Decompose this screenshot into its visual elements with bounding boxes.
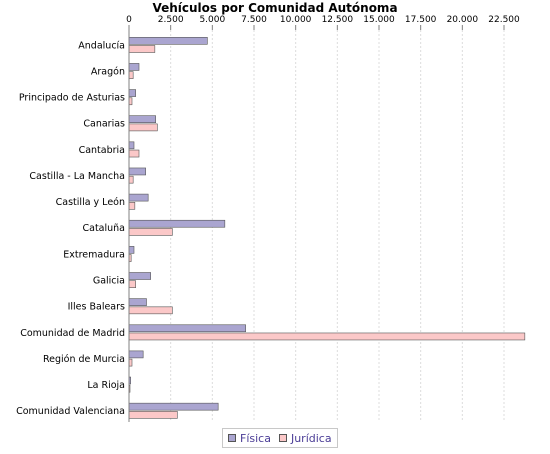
x-tick-label: 22.500 xyxy=(488,15,520,25)
category-label: Galicia xyxy=(93,276,125,287)
legend-swatch-fisica xyxy=(228,434,236,442)
x-axis-ticks: 0 2.500 5.000 7.500 10.000 12.500 15.000 17.500… xyxy=(126,15,520,30)
bar-fisica xyxy=(128,63,140,71)
bar-juridica xyxy=(128,411,178,419)
x-tick-label: 12.500 xyxy=(322,15,354,25)
bar-juridica xyxy=(128,71,134,79)
bar-juridica xyxy=(128,228,173,236)
bar-fisica xyxy=(128,141,135,150)
x-tick-label: 5.000 xyxy=(199,15,225,25)
x-tick-label: 7.500 xyxy=(241,15,267,25)
bar-fisica xyxy=(128,36,208,45)
bar-juridica xyxy=(128,175,134,184)
category-label: Castilla y León xyxy=(56,197,125,208)
chart-title: Vehículos por Comunidad Autónoma xyxy=(152,1,397,15)
bar-fisica xyxy=(128,167,146,176)
category-label: Comunidad de Madrid xyxy=(20,328,125,339)
x-tick-label: 10.000 xyxy=(280,15,312,25)
category-label: Principado de Asturias xyxy=(19,93,125,104)
category-label: Cantabria xyxy=(79,145,125,156)
legend-label-fisica: Física xyxy=(240,431,271,445)
bar-fisica xyxy=(128,350,144,359)
bar-fisica xyxy=(128,324,246,333)
bar-fisica xyxy=(128,193,149,202)
category-label: Illes Balears xyxy=(68,302,125,313)
bar-juridica xyxy=(128,202,136,210)
bar-fisica xyxy=(128,115,156,123)
x-tick-label: 17.500 xyxy=(405,15,437,25)
bar-fisica xyxy=(128,402,219,411)
category-label: Cataluña xyxy=(82,223,125,234)
category-label: Canarias xyxy=(83,119,125,130)
bars xyxy=(128,36,526,419)
bar-juridica xyxy=(128,280,136,289)
bar-fisica xyxy=(128,219,226,228)
bar-juridica xyxy=(128,149,140,158)
x-tick-label: 2.500 xyxy=(158,15,184,25)
category-label: Andalucía xyxy=(78,40,125,51)
legend-item-juridica: Jurídica xyxy=(278,431,332,445)
legend-item-fisica: Física xyxy=(228,432,271,445)
x-tick-label: 0 xyxy=(126,15,132,25)
x-tick-label: 15.000 xyxy=(363,15,395,25)
category-label: Comunidad Valenciana xyxy=(16,406,125,417)
category-label: Aragón xyxy=(91,66,125,77)
bar-juridica xyxy=(128,123,158,132)
bar-fisica xyxy=(128,272,151,280)
bar-juridica xyxy=(128,332,526,341)
bar-fisica xyxy=(128,298,147,306)
category-label: La Rioja xyxy=(87,380,125,391)
category-label: Castilla - La Mancha xyxy=(29,171,125,182)
bar-fisica xyxy=(128,89,136,97)
y-axis-labels: Andalucía Aragón Principado de Asturias Can… xyxy=(16,40,125,417)
bar-fisica xyxy=(128,246,135,254)
legend: Física Jurídica xyxy=(222,428,338,448)
category-label: Región de Murcia xyxy=(43,354,125,365)
category-label: Extremadura xyxy=(63,249,125,260)
bar-juridica xyxy=(128,306,173,315)
legend-swatch-juridica xyxy=(278,434,287,442)
bar-juridica xyxy=(128,45,156,53)
legend-label-juridica: Jurídica xyxy=(290,431,332,445)
x-tick-label: 20.000 xyxy=(447,15,479,25)
